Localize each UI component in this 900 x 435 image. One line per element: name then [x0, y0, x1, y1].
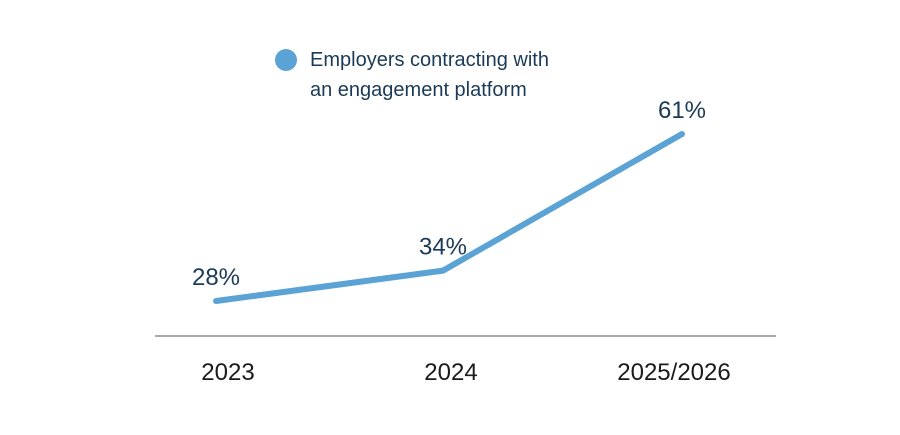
data-point-2025-2026 — [679, 131, 685, 137]
legend-marker — [275, 49, 297, 71]
x-tick-label: 2024 — [424, 359, 477, 386]
x-tick-label: 2023 — [201, 359, 254, 386]
legend-line-1: Employers contracting with — [310, 49, 549, 71]
x-tick-label: 2025/2026 — [617, 359, 730, 386]
legend-line-2: an engagement platform — [310, 79, 527, 101]
x-tick-layer: 2023 2024 2025/2026 — [201, 359, 730, 386]
data-label: 34% — [419, 234, 467, 261]
series-line — [215, 131, 684, 304]
series-layer — [213, 131, 685, 304]
data-point-2024 — [440, 267, 446, 274]
data-label-layer: 28% 34% 61% — [192, 97, 706, 291]
legend: Employers contracting with an engagement… — [275, 49, 549, 101]
data-label: 28% — [192, 264, 240, 291]
data-point-2023 — [213, 298, 219, 304]
data-label: 61% — [658, 97, 706, 124]
